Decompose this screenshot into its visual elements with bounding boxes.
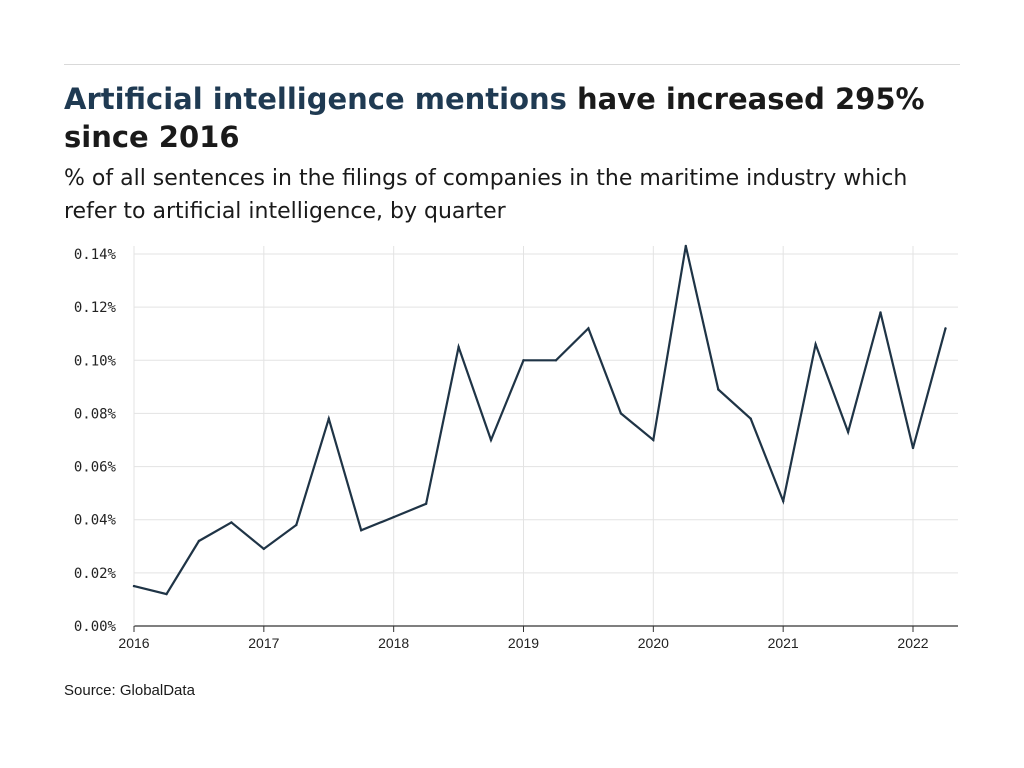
- x-tick-label: 2018: [378, 635, 409, 651]
- y-tick-label: 0.08%: [74, 406, 117, 422]
- data-point: [554, 359, 558, 362]
- grid-layer: [133, 246, 958, 626]
- data-point: [457, 345, 460, 349]
- data-point: [392, 515, 395, 519]
- data-point: [522, 359, 525, 362]
- x-tick-label: 2019: [508, 635, 539, 651]
- chart-title-rest: have increased 295% since 2016: [64, 82, 925, 154]
- data-point: [782, 499, 785, 503]
- data-point: [587, 327, 590, 330]
- top-divider: [64, 64, 960, 65]
- data-point: [846, 430, 850, 434]
- data-point: [360, 529, 363, 532]
- data-point: [424, 502, 428, 505]
- x-tick-label: 2022: [897, 635, 928, 651]
- y-tick-label: 0.06%: [74, 460, 117, 476]
- axis-layer: 0.00% 0.02% 0.04% 0.06% 0.08% 0.10% 0.12% 0.14%…: [74, 246, 958, 651]
- data-point: [749, 417, 752, 420]
- series-line: [132, 245, 947, 596]
- data-point: [230, 521, 233, 524]
- data-point: [327, 417, 330, 420]
- data-point: [717, 388, 720, 391]
- y-tick-label: 0.02%: [74, 566, 117, 582]
- data-point: [489, 438, 493, 442]
- data-point: [652, 438, 655, 442]
- y-tick-label: 0.10%: [74, 353, 117, 369]
- data-point: [619, 412, 623, 415]
- data-point: [814, 343, 817, 346]
- y-tick-label: 0.00%: [74, 619, 117, 635]
- data-point: [262, 547, 265, 551]
- x-tick-label: 2016: [118, 635, 149, 651]
- source-note: Source: GlobalData: [64, 682, 195, 699]
- y-tick-label: 0.14%: [74, 247, 117, 263]
- x-tick-label: 2020: [638, 635, 669, 651]
- y-tick-label: 0.12%: [74, 300, 117, 316]
- data-point: [684, 244, 687, 248]
- data-point: [295, 523, 298, 527]
- data-point: [879, 311, 882, 314]
- x-tick-label: 2021: [768, 635, 799, 651]
- chart-subtitle: % of all sentences in the filings of com…: [64, 166, 908, 224]
- y-tick-label: 0.04%: [74, 513, 117, 529]
- data-point: [197, 539, 201, 543]
- chart-title-highlight: Artificial intelligence mentions: [64, 82, 567, 116]
- data-point: [165, 592, 168, 596]
- series-layer: [132, 244, 947, 596]
- chart-title: Artificial intelligence mentions have in…: [64, 80, 964, 156]
- data-point: [911, 446, 915, 450]
- data-point: [132, 584, 136, 588]
- data-point: [944, 327, 947, 330]
- x-tick-label: 2017: [248, 635, 279, 651]
